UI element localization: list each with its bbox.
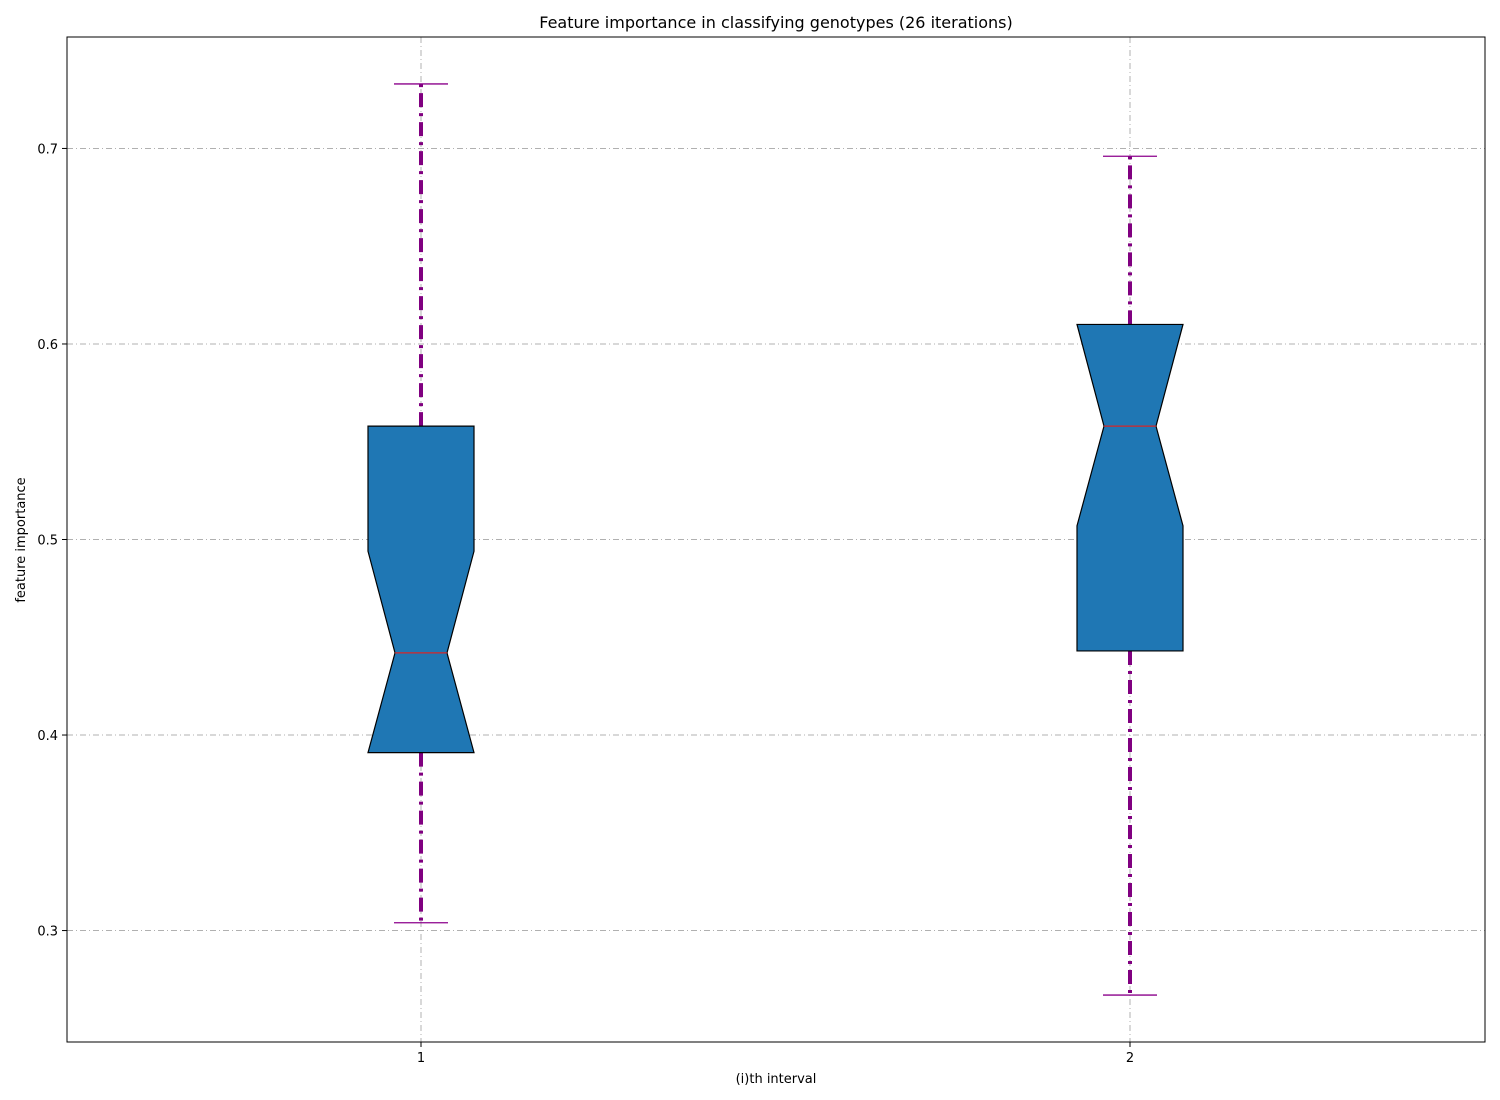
box-layer bbox=[367, 83, 1184, 996]
y-tick-label: 0.3 bbox=[37, 925, 58, 940]
y-tick-label: 0.6 bbox=[37, 338, 58, 353]
x-tick-label: 2 bbox=[1126, 1051, 1134, 1066]
box-body bbox=[367, 425, 475, 754]
x-axis-label: (i)th interval bbox=[736, 1072, 817, 1087]
tick-layer: 0.3 0.4 0.5 0.6 0.7 1 2 bbox=[37, 142, 1134, 1066]
y-tick-label: 0.5 bbox=[37, 534, 58, 549]
chart-title: Feature importance in classifying genoty… bbox=[539, 13, 1012, 32]
x-tick-label: 1 bbox=[417, 1051, 425, 1066]
box-group-1 bbox=[367, 83, 475, 924]
y-tick-label: 0.4 bbox=[37, 729, 58, 744]
box-group-2 bbox=[1076, 155, 1184, 996]
y-tick-label: 0.7 bbox=[37, 142, 58, 157]
box-body bbox=[1076, 323, 1184, 652]
y-axis-label: feature importance bbox=[14, 477, 29, 602]
